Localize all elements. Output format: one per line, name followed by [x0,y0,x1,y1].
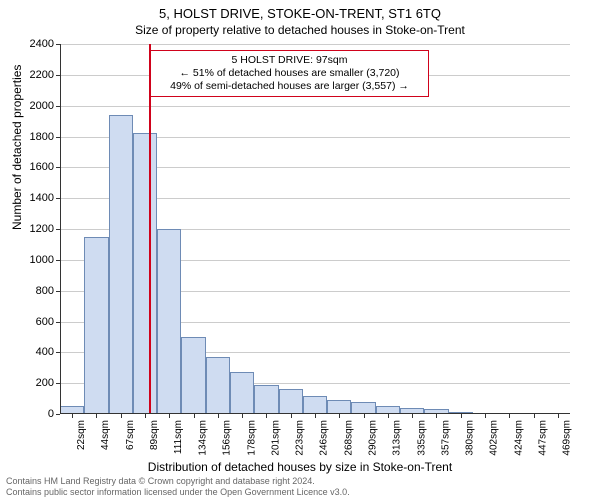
xtick-mark [534,414,535,418]
xtick-mark [339,414,340,418]
annotation-line: ← 51% of detached houses are smaller (3,… [157,67,422,80]
xtick-label: 268sqm [343,420,354,456]
ytick-label: 200 [14,377,54,389]
footer-line: Contains HM Land Registry data © Crown c… [6,476,350,487]
ytick-label: 1600 [14,161,54,173]
histogram-bar [206,357,230,414]
xtick-label: 469sqm [562,420,573,456]
xtick-mark [558,414,559,418]
xtick-mark [388,414,389,418]
xtick-label: 44sqm [100,420,111,450]
xtick-mark [412,414,413,418]
grid-line [60,44,570,45]
ytick-label: 1000 [14,254,54,266]
xtick-mark [242,414,243,418]
histogram-bar [133,133,157,414]
ytick-label: 1400 [14,192,54,204]
xtick-mark [461,414,462,418]
chart-subtitle: Size of property relative to detached ho… [0,21,600,37]
ytick-label: 1800 [14,131,54,143]
xtick-label: 313sqm [392,420,403,456]
xtick-label: 156sqm [222,420,233,456]
xtick-mark [96,414,97,418]
xtick-label: 67sqm [125,420,136,450]
xtick-mark [509,414,510,418]
xtick-mark [169,414,170,418]
footer: Contains HM Land Registry data © Crown c… [6,476,350,498]
xtick-label: 357sqm [440,420,451,456]
xtick-label: 223sqm [295,420,306,456]
histogram-bar [303,396,327,415]
xtick-mark [266,414,267,418]
chart-container: 5, HOLST DRIVE, STOKE-ON-TRENT, ST1 6TQ … [0,0,600,500]
histogram-bar [84,237,108,414]
ytick-label: 2200 [14,69,54,81]
histogram-bar [157,229,181,414]
histogram-bar [254,385,278,414]
histogram-bar [181,337,205,414]
xtick-mark [218,414,219,418]
xtick-label: 335sqm [416,420,427,456]
ytick-label: 0 [14,408,54,420]
histogram-bar [109,115,133,414]
xtick-label: 111sqm [173,420,184,454]
ytick-label: 2000 [14,100,54,112]
ytick-label: 400 [14,346,54,358]
xtick-label: 447sqm [538,420,549,456]
chart-title: 5, HOLST DRIVE, STOKE-ON-TRENT, ST1 6TQ [0,0,600,21]
marker-line [149,44,151,414]
histogram-bar [230,372,254,414]
xtick-label: 22sqm [76,420,87,450]
plot-area: 22sqm44sqm67sqm89sqm111sqm134sqm156sqm17… [60,44,570,414]
xtick-mark [436,414,437,418]
y-axis [60,44,61,414]
footer-line: Contains public sector information licen… [6,487,350,498]
y-axis-label: Number of detached properties [10,65,24,230]
xtick-mark [364,414,365,418]
xtick-mark [194,414,195,418]
xtick-label: 246sqm [319,420,330,456]
xtick-mark [291,414,292,418]
ytick-label: 1200 [14,223,54,235]
annotation-line: 5 HOLST DRIVE: 97sqm [157,54,422,67]
xtick-label: 178sqm [246,420,257,456]
ytick-label: 2400 [14,38,54,50]
histogram-bar [279,389,303,414]
ytick-label: 800 [14,285,54,297]
xtick-label: 402sqm [489,420,500,456]
xtick-label: 290sqm [368,420,379,456]
xtick-mark [485,414,486,418]
xtick-mark [315,414,316,418]
annotation-line: 49% of semi-detached houses are larger (… [157,80,422,93]
histogram-bar [327,400,351,414]
ytick-mark [56,414,60,415]
xtick-label: 424sqm [513,420,524,456]
xtick-label: 201sqm [270,420,281,456]
annotation-box: 5 HOLST DRIVE: 97sqm ← 51% of detached h… [150,50,429,97]
x-axis [60,413,570,414]
xtick-label: 380sqm [465,420,476,456]
ytick-label: 600 [14,316,54,328]
xtick-mark [121,414,122,418]
xtick-label: 89sqm [149,420,160,450]
x-axis-label: Distribution of detached houses by size … [0,460,600,474]
grid-line [60,106,570,107]
xtick-mark [72,414,73,418]
xtick-mark [145,414,146,418]
xtick-label: 134sqm [198,420,209,456]
